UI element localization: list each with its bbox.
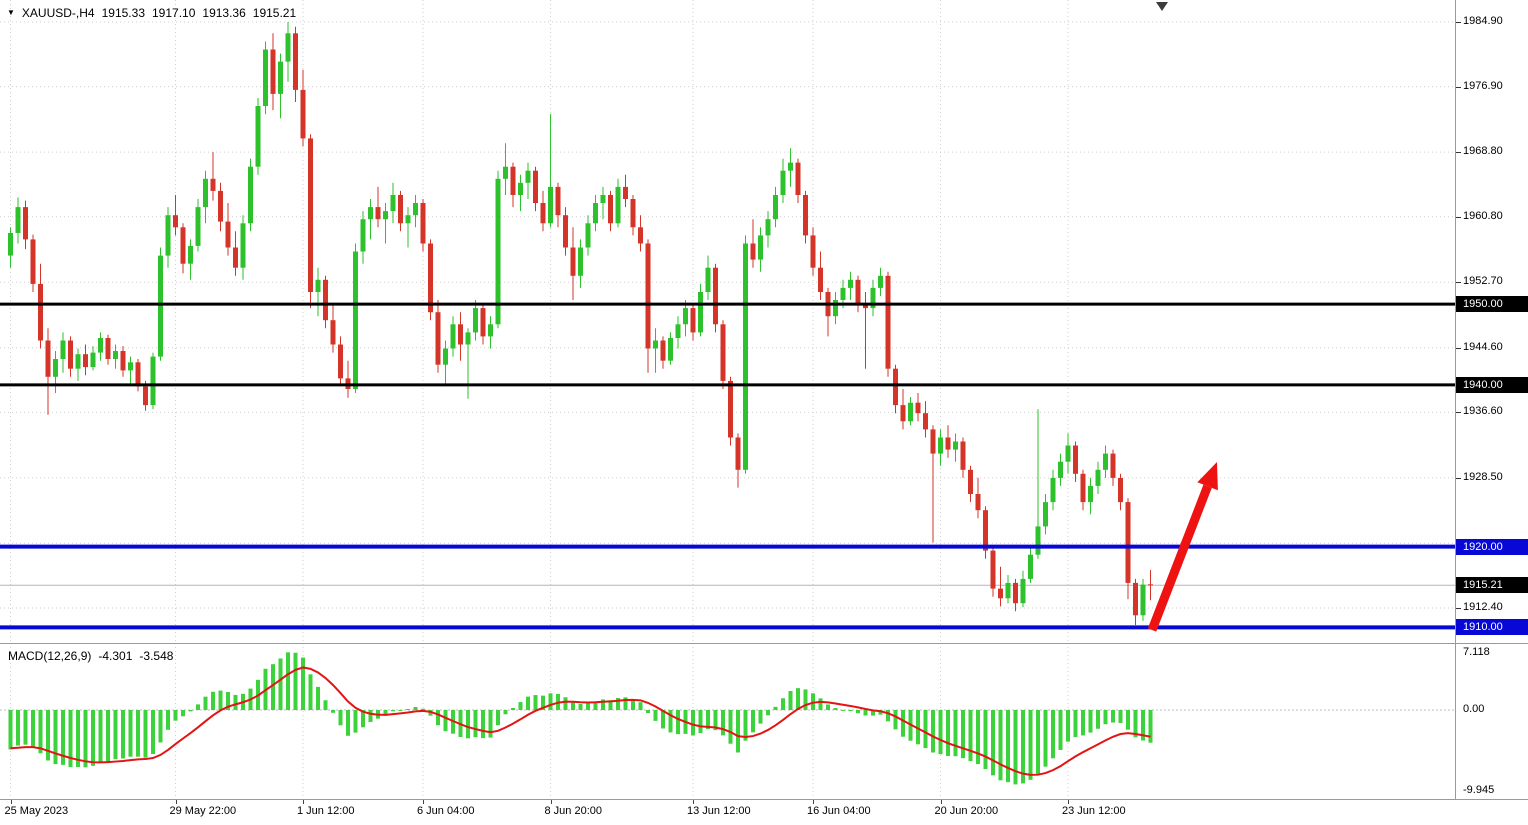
price-axis-tick [1456,347,1461,349]
price-axis-tick [1456,608,1461,609]
time-axis-label: 6 Jun 04:00 [417,805,475,817]
macd-indicator-chart[interactable] [0,643,1455,799]
time-axis-tick [940,800,942,804]
price-level-badge: 1920.00 [1456,538,1528,555]
ohlc-high-value: 1917.10 [152,6,196,20]
macd-signal-value: -3.548 [139,649,174,663]
price-axis-label: 1984.90 [1463,15,1503,27]
time-axis-label: 25 May 2023 [4,805,69,817]
price-level-badge: 1940.00 [1456,376,1528,393]
time-axis-tick [303,800,304,804]
price-axis-label: 1976.90 [1463,79,1503,92]
price-axis-label: 1944.60 [1463,340,1503,353]
macd-signal-line [10,666,1151,776]
time-axis-tick [550,800,552,804]
time-axis-label: 1 Jun 12:00 [297,805,355,817]
price-axis-separator [1455,0,1456,799]
macd-main-value: -4.301 [98,649,133,663]
symbol-period-label: XAUUSD-,H4 [21,6,95,20]
trend-arrow[interactable] [1147,462,1218,632]
time-axis[interactable]: 25 May 2023 29 May 22:00 1 Jun 12:00 6 Jun … [0,800,1528,825]
macd-name: MACD(12,26,9) [8,649,92,663]
macd-histogram [8,652,1153,785]
ohlc-open-value: 1915.33 [101,6,145,20]
candlestick-chart[interactable] [0,0,1455,643]
price-gridlines [0,21,1455,609]
price-axis-tick [1456,412,1461,414]
price-level-badge: 1915.21 [1456,577,1528,594]
price-axis-tick [1456,86,1461,88]
price-axis-tick [1456,216,1461,218]
time-axis-label: 23 Jun 12:00 [1062,805,1126,817]
time-axis-tick [423,800,424,804]
macd-axis-label: -9.945 [1463,784,1495,797]
time-axis-label: 29 May 22:00 [169,805,237,817]
price-axis-label: 1912.40 [1463,601,1503,613]
price-axis-tick [1456,22,1461,23]
price-level-badge: 1910.00 [1456,619,1528,636]
price-axis-label: 1928.50 [1463,470,1503,483]
candles-layer [8,22,1153,625]
chart-header: ▼ XAUUSD-,H4 1915.33 1917.10 1913.36 191… [7,6,296,20]
time-axis-label: 16 Jun 04:00 [807,805,871,817]
macd-axis-label: 7.118 [1463,646,1490,658]
time-axis-label: 8 Jun 20:00 [544,805,603,817]
ohlc-low-value: 1913.36 [202,6,246,20]
price-axis-tick [1456,152,1461,154]
price-axis-label: 1952.70 [1463,275,1503,288]
time-axis-label: 13 Jun 12:00 [687,805,751,817]
time-axis-label: 20 Jun 20:00 [934,805,999,817]
price-axis-tick [1456,477,1461,479]
price-level-badge: 1950.00 [1456,296,1528,313]
time-axis-tick [1068,800,1069,804]
price-axis[interactable]: 1984.90 1976.90 1968.80 1960.80 1952.70 1944.… [1456,0,1528,799]
ohlc-close-value: 1915.21 [252,6,297,20]
macd-indicator-label: MACD(12,26,9) -4.301 -3.548 [8,649,173,663]
time-axis-tick [693,800,694,804]
price-axis-label: 1936.60 [1463,405,1503,418]
price-axis-label: 1960.80 [1463,209,1503,222]
time-axis-tick [813,800,814,804]
time-axis-tick [10,800,12,804]
time-axis-separator [0,799,1528,800]
horizontal-level-lines [0,302,1455,630]
price-axis-tick [1456,282,1461,284]
chart-shift-marker[interactable] [1156,2,1168,11]
symbol-dropdown-icon[interactable]: ▼ [7,8,15,17]
time-axis-tick [175,800,177,804]
pane-separator[interactable] [0,643,1528,644]
macd-axis-label: 0.00 [1463,703,1485,715]
price-axis-label: 1968.80 [1463,145,1503,158]
